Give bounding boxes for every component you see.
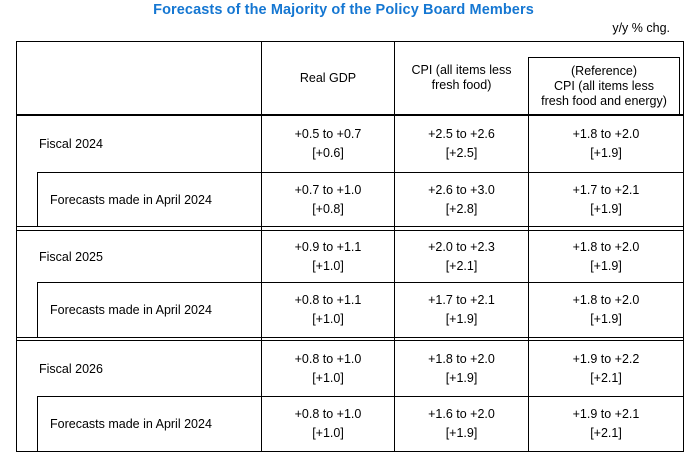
forecast-median: [+2.1] xyxy=(590,426,622,440)
cell-april-2024b-gdp: +0.8 to +1.1 [+1.0] xyxy=(261,282,394,337)
forecast-range: +1.9 to +2.1 xyxy=(572,407,640,421)
cell-fiscal-2025-cpi: +2.0 to +2.3 [+2.1] xyxy=(394,231,528,282)
fiscal-year-label: Fiscal 2024 xyxy=(39,137,103,151)
header-cpi: CPI (all items less fresh food) xyxy=(394,42,528,116)
unit-note: y/y % chg. xyxy=(612,21,670,35)
cell-fiscal-2024-cpi: +2.5 to +2.6 [+2.5] xyxy=(394,116,528,172)
forecast-range: +0.9 to +1.1 xyxy=(294,239,362,254)
cell-fiscal-2025-ref: +1.8 to +2.0 [+1.9] xyxy=(528,231,683,282)
forecast-range: +0.8 to +1.0 xyxy=(294,407,362,421)
cell-april-2024c-cpi: +1.6 to +2.0 [+1.9] xyxy=(394,396,528,451)
forecast-median: [+2.8] xyxy=(445,201,478,216)
forecast-median: [+1.0] xyxy=(312,312,344,326)
forecast-range: +1.6 to +2.0 xyxy=(428,407,495,421)
cell-april-2024c-ref: +1.9 to +2.1 [+2.1] xyxy=(528,396,683,451)
forecast-table: Real GDP CPI (all items less fresh food)… xyxy=(16,41,684,452)
forecast-median: [+0.6] xyxy=(312,146,344,160)
forecast-median: [+1.0] xyxy=(312,370,344,385)
header-corner-cell xyxy=(17,42,261,116)
header-ref-line3: fresh food and energy) xyxy=(541,93,667,108)
block-separator xyxy=(261,337,394,341)
row-label-april-2024-c: Forecasts made in April 2024 xyxy=(17,396,261,451)
row-label-april-2024-a: Forecasts made in April 2024 xyxy=(17,172,261,226)
sub-row-label: Forecasts made in April 2024 xyxy=(50,303,212,317)
forecast-range: +0.8 to +1.0 xyxy=(294,351,362,366)
header-ref-line1: (Reference) xyxy=(571,63,637,78)
forecast-median: [+2.1] xyxy=(445,258,478,273)
forecast-range: +1.8 to +2.0 xyxy=(572,239,640,254)
forecast-range: +0.8 to +1.1 xyxy=(294,293,362,307)
header-cpi-line2: fresh food) xyxy=(431,78,492,92)
fiscal-year-label: Fiscal 2026 xyxy=(39,361,103,376)
forecast-range: +2.6 to +3.0 xyxy=(428,182,495,197)
header-real-gdp-label: Real GDP xyxy=(299,70,357,85)
page-title: Forecasts of the Majority of the Policy … xyxy=(153,2,534,18)
cell-april-2024a-gdp: +0.7 to +1.0 [+0.8] xyxy=(261,172,394,226)
cell-april-2024b-cpi: +1.7 to +2.1 [+1.9] xyxy=(394,282,528,337)
cell-april-2024a-ref: +1.7 to +2.1 [+1.9] xyxy=(528,172,683,226)
forecast-range: +2.0 to +2.3 xyxy=(428,239,495,254)
forecast-range: +1.8 to +2.0 xyxy=(572,293,640,307)
forecast-median: [+1.9] xyxy=(445,312,478,326)
forecast-median: [+0.8] xyxy=(312,201,344,216)
fiscal-year-label: Fiscal 2025 xyxy=(39,249,103,264)
sub-row-box: Forecasts made in April 2024 xyxy=(37,396,261,451)
forecast-median: [+1.9] xyxy=(590,312,622,326)
header-real-gdp: Real GDP xyxy=(261,42,394,116)
row-label-fiscal-2024: Fiscal 2024 xyxy=(17,116,261,172)
reference-header-box: (Reference) CPI (all items less fresh fo… xyxy=(528,57,680,114)
forecast-median: [+1.9] xyxy=(445,426,478,440)
forecast-median: [+1.0] xyxy=(312,426,344,440)
sub-row-label: Forecasts made in April 2024 xyxy=(50,417,212,431)
cell-fiscal-2025-gdp: +0.9 to +1.1 [+1.0] xyxy=(261,231,394,282)
cell-april-2024c-gdp: +0.8 to +1.0 [+1.0] xyxy=(261,396,394,451)
block-separator xyxy=(17,337,261,341)
cell-fiscal-2024-gdp: +0.5 to +0.7 [+0.6] xyxy=(261,116,394,172)
forecast-range: +1.7 to +2.1 xyxy=(428,293,495,307)
block-separator xyxy=(17,226,261,231)
forecast-range: +1.7 to +2.1 xyxy=(572,182,640,197)
row-label-fiscal-2026: Fiscal 2026 xyxy=(17,341,261,396)
block-separator xyxy=(394,226,528,231)
cell-fiscal-2026-ref: +1.9 to +2.2 [+2.1] xyxy=(528,341,683,396)
forecast-median: [+2.5] xyxy=(445,146,478,160)
sub-row-box: Forecasts made in April 2024 xyxy=(37,172,261,226)
forecast-range: +0.7 to +1.0 xyxy=(294,182,362,197)
cell-fiscal-2026-cpi: +1.8 to +2.0 [+1.9] xyxy=(394,341,528,396)
cell-april-2024a-cpi: +2.6 to +3.0 [+2.8] xyxy=(394,172,528,226)
forecast-median: [+1.0] xyxy=(312,258,344,273)
block-separator xyxy=(261,226,394,231)
forecast-median: [+2.1] xyxy=(590,370,622,385)
forecast-range: +1.9 to +2.2 xyxy=(572,351,640,366)
forecast-median: [+1.9] xyxy=(590,146,622,160)
header-ref-line2: CPI (all items less xyxy=(553,78,655,93)
block-separator xyxy=(528,226,683,231)
header-cpi-line1: CPI (all items less xyxy=(411,63,512,77)
forecast-median: [+1.9] xyxy=(445,370,478,385)
cell-fiscal-2024-ref: +1.8 to +2.0 [+1.9] xyxy=(528,116,683,172)
cell-april-2024b-ref: +1.8 to +2.0 [+1.9] xyxy=(528,282,683,337)
block-separator xyxy=(394,337,528,341)
forecast-range: +1.8 to +2.0 xyxy=(572,127,640,141)
forecast-range: +0.5 to +0.7 xyxy=(294,127,362,141)
forecast-range: +1.8 to +2.0 xyxy=(428,351,495,366)
forecast-median: [+1.9] xyxy=(590,258,622,273)
row-label-fiscal-2025: Fiscal 2025 xyxy=(17,231,261,282)
block-separator xyxy=(528,337,683,341)
sub-row-box: Forecasts made in April 2024 xyxy=(37,282,261,337)
sub-row-label: Forecasts made in April 2024 xyxy=(50,192,212,207)
forecast-range: +2.5 to +2.6 xyxy=(428,127,495,141)
row-label-april-2024-b: Forecasts made in April 2024 xyxy=(17,282,261,337)
forecast-median: [+1.9] xyxy=(590,201,622,216)
cell-fiscal-2026-gdp: +0.8 to +1.0 [+1.0] xyxy=(261,341,394,396)
header-reference-cpi: (Reference) CPI (all items less fresh fo… xyxy=(528,42,683,116)
